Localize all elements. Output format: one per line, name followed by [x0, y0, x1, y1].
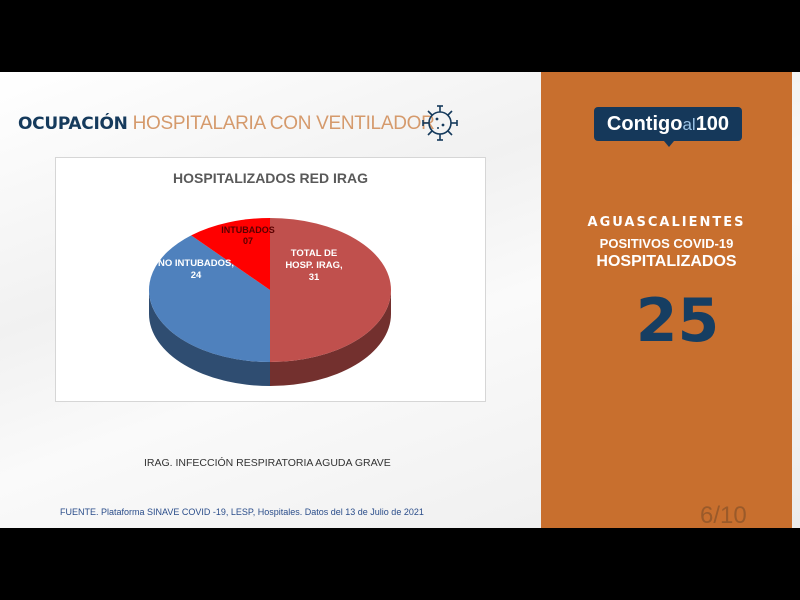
label-line: HOSP. IRAG,: [285, 260, 343, 271]
contigo-logo: Contigoal100: [594, 107, 742, 147]
pie-side-total-de-hosp-irag: [270, 290, 391, 386]
title-bold: OCUPACIÓN: [18, 114, 128, 134]
footnote: IRAG. INFECCIÓN RESPIRATORIA AGUDA GRAVE: [144, 457, 391, 469]
slice-label-intubados: INTUBADOS 07: [208, 225, 288, 247]
pie-slice-total-de-hosp-irag: [270, 218, 391, 362]
hospitalizados-label: HOSPITALIZADOS: [596, 253, 737, 270]
label-line: TOTAL DE: [290, 248, 338, 259]
virus-icon: [422, 105, 458, 141]
source-text: FUENTE. Plataforma SINAVE COVID -19, LES…: [60, 507, 424, 517]
page-number: 6/10: [700, 502, 747, 529]
pie-svg: [149, 218, 391, 386]
logo-al: al: [682, 115, 696, 134]
label-value: 07: [242, 236, 253, 246]
title-light: HOSPITALARIA CON VENTILADOR: [132, 113, 435, 134]
side-panel: [541, 72, 792, 528]
pie-slice-no-intubados: [149, 235, 270, 362]
label-line: NO INTUBADOS,: [158, 258, 234, 269]
logo-text: Contigo: [606, 113, 683, 135]
state-name: AGUASCALIENTES: [587, 215, 746, 230]
pie-chart: HOSPITALIZADOS RED IRAG TOTAL DE HOSP. I…: [55, 157, 486, 402]
positivos-label: POSITIVOS COVID-19: [599, 236, 734, 251]
slice-label-total: TOTAL DE HOSP. IRAG, 31: [274, 248, 354, 284]
label-line: INTUBADOS: [221, 225, 275, 235]
label-value: 24: [190, 270, 202, 281]
pie-slice-intubados: [191, 218, 270, 290]
slide-title: OCUPACIÓN HOSPITALARIA CON VENTILADOR: [18, 113, 435, 135]
slice-label-no-intubados: NO INTUBADOS, 24: [151, 258, 241, 282]
pie-side-no-intubados: [149, 290, 270, 386]
logo-num: 100: [695, 113, 730, 135]
label-value: 31: [308, 272, 320, 283]
chart-title: HOSPITALIZADOS RED IRAG: [173, 170, 368, 186]
hospitalized-count: 25: [635, 286, 720, 356]
